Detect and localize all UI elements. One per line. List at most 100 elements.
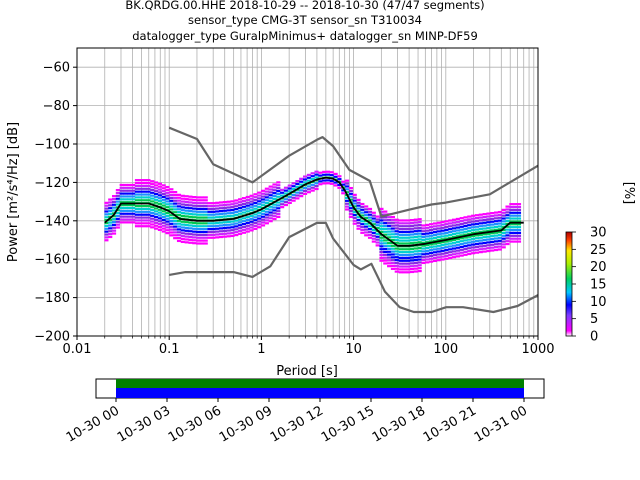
density-cell <box>409 256 415 259</box>
density-cell <box>245 210 250 213</box>
density-cell <box>333 181 338 184</box>
density-cell <box>471 240 476 243</box>
density-cell <box>196 228 201 231</box>
density-cell <box>218 227 224 230</box>
density-cell <box>348 210 353 213</box>
density-cell <box>287 201 292 204</box>
density-cell <box>383 259 388 262</box>
density-cell <box>287 187 292 190</box>
density-cell <box>425 261 430 264</box>
density-cell <box>345 182 350 185</box>
density-cell <box>283 198 289 201</box>
density-cell <box>413 218 418 221</box>
density-cell <box>268 185 273 188</box>
density-cell <box>111 232 117 235</box>
density-cell <box>490 220 495 223</box>
density-cell <box>440 252 445 255</box>
density-cell <box>108 204 113 207</box>
density-cell <box>390 224 395 227</box>
density-cell <box>413 224 418 227</box>
density-cell <box>245 204 250 207</box>
density-cell <box>360 205 365 209</box>
density-cell <box>245 201 250 204</box>
density-cell <box>440 255 445 258</box>
density-cell <box>471 231 476 235</box>
density-cell <box>444 231 449 234</box>
density-cell <box>398 222 403 225</box>
density-cell <box>429 260 434 263</box>
density-cell <box>241 222 247 226</box>
density-cell <box>379 219 384 222</box>
title-line-3: datalogger_type GuralpMinimus+ datalogge… <box>132 29 478 43</box>
density-cell <box>345 208 350 211</box>
density-cell <box>192 221 197 225</box>
density-cell <box>142 219 147 222</box>
density-cell <box>432 233 438 237</box>
density-cell <box>264 193 269 196</box>
density-cell <box>169 216 174 220</box>
density-cell <box>478 251 483 254</box>
density-cell <box>272 192 277 195</box>
density-cell <box>245 221 250 225</box>
density-cell <box>253 204 258 207</box>
density-cell <box>417 229 422 232</box>
density-cell <box>119 198 124 201</box>
density-cell <box>257 226 262 229</box>
density-cell <box>367 236 373 239</box>
density-cell <box>184 235 189 238</box>
density-cell <box>394 253 399 256</box>
x-tick-label: 0.01 <box>63 342 92 357</box>
density-cell <box>387 250 392 253</box>
density-cell <box>154 195 159 199</box>
density-cell <box>417 252 422 255</box>
density-cell <box>409 242 415 245</box>
density-cell <box>218 233 224 236</box>
density-cell <box>238 218 243 221</box>
density-cell <box>260 195 266 198</box>
density-cell <box>161 218 166 222</box>
density-cell <box>402 251 407 254</box>
density-cell <box>196 196 201 199</box>
density-cell <box>142 184 147 187</box>
density-cell <box>440 241 445 244</box>
density-cell <box>192 227 197 230</box>
density-cell <box>257 191 262 194</box>
density-cell <box>146 210 151 213</box>
y-axis-label: Power [m²/s⁴/Hz] [dB] <box>6 122 21 262</box>
density-cell <box>482 238 487 242</box>
density-cell <box>356 221 361 225</box>
density-cell <box>497 233 502 237</box>
density-cell <box>161 224 166 227</box>
density-cell <box>509 220 514 223</box>
density-cell <box>192 210 197 213</box>
density-cell <box>409 224 415 227</box>
density-cell <box>142 213 147 216</box>
density-cell <box>138 190 143 193</box>
density-cell <box>280 191 285 194</box>
density-cell <box>104 216 109 219</box>
density-cell <box>108 233 113 236</box>
density-cell <box>192 207 197 210</box>
density-cell <box>436 233 441 236</box>
density-cell <box>455 252 460 255</box>
density-cell <box>409 270 415 274</box>
density-cell <box>390 247 395 250</box>
density-cell <box>127 212 132 215</box>
density-cell <box>196 202 201 205</box>
density-cell <box>383 222 388 225</box>
colorbar-gradient <box>565 231 573 337</box>
density-cell <box>111 200 117 203</box>
density-cell <box>471 252 476 255</box>
density-cell <box>402 236 407 239</box>
density-cell <box>398 256 403 259</box>
density-cell <box>165 220 170 223</box>
density-cell <box>299 195 304 198</box>
density-cell <box>111 223 117 227</box>
density-cell <box>501 246 506 249</box>
density-cell <box>513 208 518 211</box>
density-cell <box>341 183 346 186</box>
density-cell <box>471 229 476 232</box>
density-cell <box>494 234 499 237</box>
y-tick-label: −60 <box>43 61 70 76</box>
density-cell <box>165 206 170 209</box>
